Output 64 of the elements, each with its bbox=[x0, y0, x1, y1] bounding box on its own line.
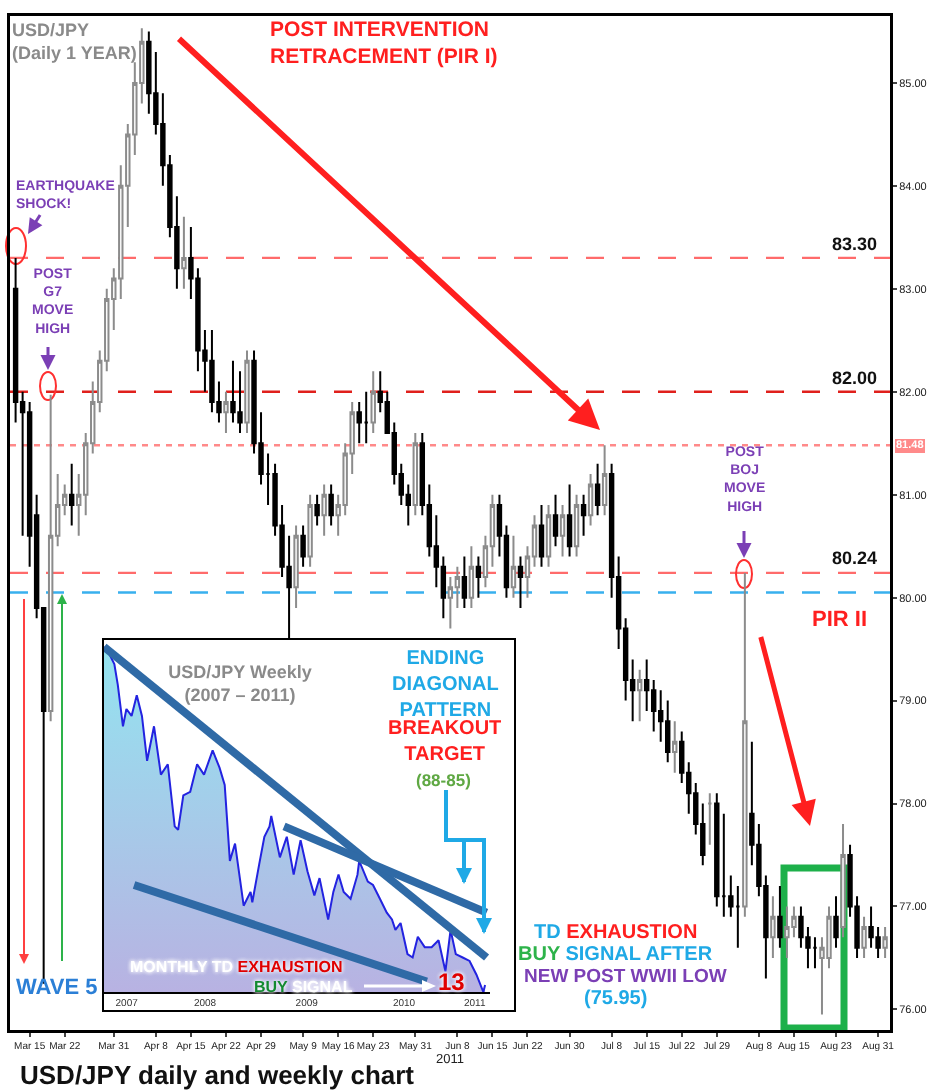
candlestick bbox=[370, 370, 376, 434]
annotation: SIGNAL AFTER bbox=[565, 944, 714, 966]
annotation: BUY bbox=[254, 978, 290, 996]
ref-line-label: 82.00 bbox=[832, 368, 878, 388]
candlestick bbox=[566, 483, 573, 558]
text: USD/JPY daily and weekly chart bbox=[20, 1060, 416, 1090]
text: USD/JPY (Daily 1 YEAR) bbox=[12, 20, 137, 64]
candlestick bbox=[517, 555, 524, 609]
candlestick bbox=[293, 524, 299, 609]
candlestick bbox=[461, 555, 468, 609]
candlestick bbox=[840, 823, 846, 939]
candlestick bbox=[468, 545, 475, 609]
annotation: EXHAUSTION bbox=[566, 922, 698, 944]
candlestick bbox=[545, 503, 552, 568]
candlestick bbox=[475, 555, 482, 599]
candlestick bbox=[181, 215, 187, 290]
annotation: PIR II bbox=[812, 608, 868, 632]
candlestick bbox=[538, 503, 545, 568]
candlestick bbox=[559, 503, 566, 558]
candlestick bbox=[314, 493, 320, 527]
candlestick bbox=[244, 349, 250, 434]
candlestick bbox=[300, 524, 306, 568]
annotation: SIGNAL bbox=[291, 978, 353, 996]
annotation: NEW POST WWII LOW bbox=[524, 966, 727, 988]
candlestick bbox=[594, 462, 601, 517]
annotation: MONTHLY TD bbox=[130, 958, 234, 976]
candlestick bbox=[777, 884, 783, 949]
candlestick bbox=[223, 390, 229, 434]
candlestick bbox=[770, 895, 776, 959]
annotation: TD bbox=[534, 922, 561, 944]
candlestick bbox=[552, 493, 559, 548]
candlestick bbox=[742, 571, 748, 918]
candlestick bbox=[735, 884, 741, 949]
candlestick bbox=[707, 792, 713, 846]
candlestick bbox=[47, 393, 54, 723]
annotation: ENDING DIAGONAL PATTERN bbox=[392, 648, 499, 722]
candlestick bbox=[636, 668, 643, 723]
annotation: (88-85) bbox=[416, 770, 472, 790]
candlestick bbox=[321, 483, 327, 537]
candlestick bbox=[601, 444, 608, 517]
candlestick bbox=[363, 390, 369, 445]
candlestick bbox=[328, 483, 334, 527]
candlestick bbox=[861, 915, 867, 959]
text: USD/JPY Weekly (2007 – 2011) bbox=[168, 662, 312, 706]
candlestick bbox=[510, 534, 517, 599]
annotation: 13 bbox=[438, 968, 466, 996]
ref-line-label: 83.30 bbox=[832, 234, 878, 254]
candlestick bbox=[882, 926, 888, 959]
candlestick bbox=[672, 720, 678, 774]
candlestick bbox=[307, 493, 313, 568]
candlestick bbox=[784, 905, 790, 959]
candlestick bbox=[412, 431, 418, 517]
candlestick bbox=[573, 493, 580, 558]
annotation: BREAKOUT TARGET bbox=[388, 718, 502, 766]
candlestick bbox=[833, 895, 839, 949]
annotation: BUY bbox=[518, 944, 561, 966]
annotation: POST INTERVENTION RETRACEMENT (PIR I) bbox=[270, 18, 498, 70]
candlestick bbox=[587, 473, 594, 527]
candlestick bbox=[68, 462, 75, 527]
ref-line-label: 80.24 bbox=[832, 548, 878, 568]
candlestick bbox=[580, 493, 587, 537]
annotation: WAVE 5 bbox=[16, 976, 98, 1000]
annotation: EXHAUSTION bbox=[237, 958, 343, 976]
annotation: (75.95) bbox=[584, 988, 648, 1010]
